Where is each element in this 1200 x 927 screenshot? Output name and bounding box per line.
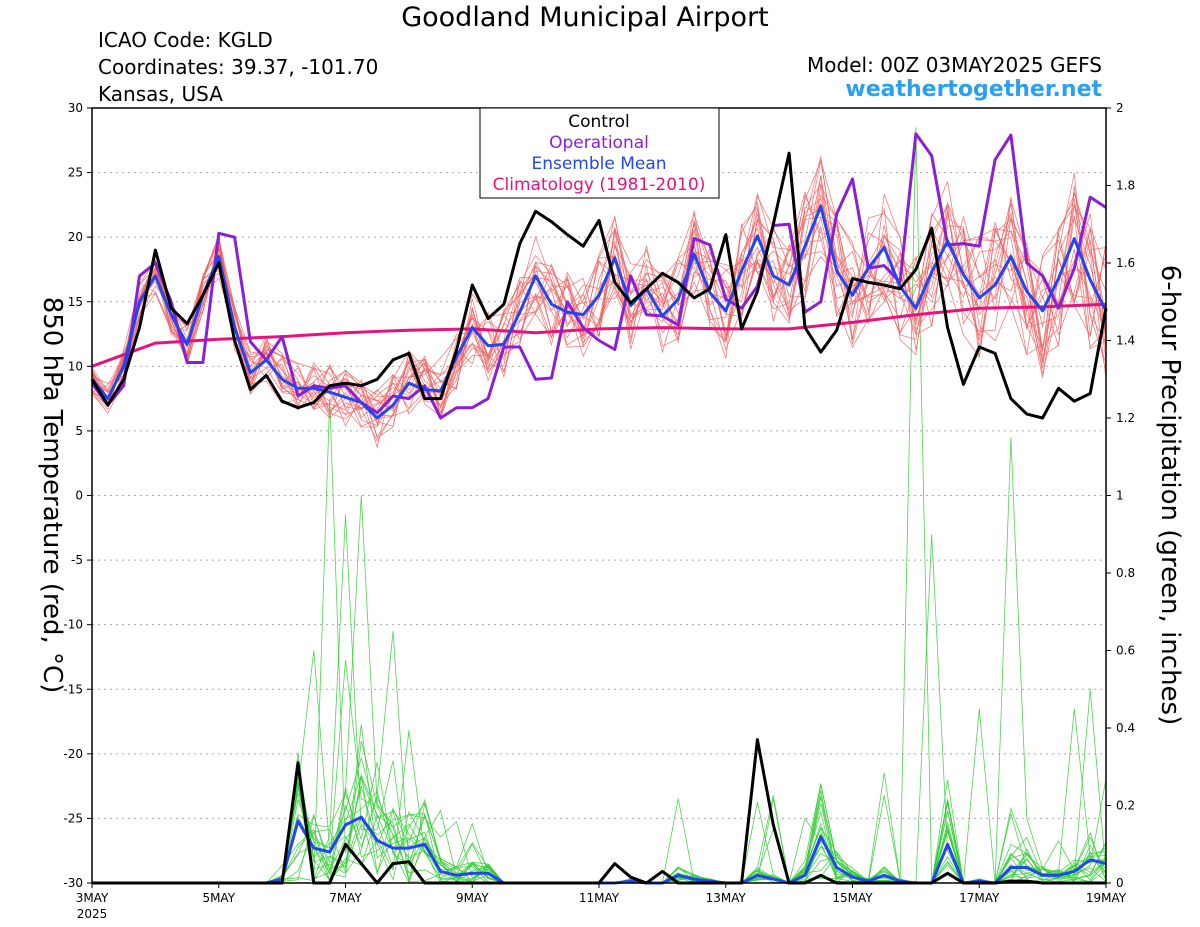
- model-run: Model: 00Z 03MAY2025 GEFS: [807, 53, 1102, 77]
- x-tick-label: 17MAY: [959, 891, 1000, 905]
- x-tick-label: 15MAY: [832, 891, 873, 905]
- y2-tick-label: 1.4: [1116, 334, 1135, 348]
- x-tick-label: 7MAY: [329, 891, 362, 905]
- y2-tick-label: 1.6: [1116, 256, 1135, 270]
- legend-control: Control: [568, 112, 629, 132]
- page-title: Goodland Municipal Airport: [401, 2, 769, 33]
- y2-tick-label: 0.4: [1116, 721, 1135, 735]
- legend-climatology: Climatology (1981-2010): [493, 175, 706, 195]
- x-year-label: 2025: [77, 907, 108, 921]
- x-axis-ticks: 3MAY 5MAY 7MAY 9MAY 11MAY 13MAY 15MAY 17MAY 19MA…: [76, 883, 1127, 905]
- icao-code: ICAO Code: KGLD: [98, 28, 273, 52]
- location: Kansas, USA: [98, 82, 223, 106]
- precip-member-line: [92, 689, 1107, 884]
- y2-tick-label: 1.8: [1116, 179, 1135, 193]
- x-tick-label: 11MAY: [579, 891, 620, 905]
- y-axis-title: 850 hPa Temperature (red, °C): [37, 297, 67, 694]
- legend-box: [479, 107, 720, 199]
- y2-axis-ticks: 0 0.2 0.4 0.6 0.8 1 1.2 1.4 1.6 1.8 2: [1106, 101, 1135, 890]
- y2-tick-label: 0.2: [1116, 799, 1135, 813]
- climatology-line: [91, 302, 1107, 368]
- coordinates: Coordinates: 39.37, -101.70: [98, 55, 379, 79]
- y2-tick-label: 1.2: [1116, 411, 1135, 425]
- legend-ensemble-mean: Ensemble Mean: [531, 154, 666, 174]
- y2-tick-label: 0: [1116, 876, 1124, 890]
- precip-member-line: [92, 514, 1107, 884]
- precip-member-line: [92, 127, 1107, 885]
- x-tick-label: 9MAY: [456, 891, 489, 905]
- y2-tick-label: 1: [1116, 489, 1124, 503]
- y2-tick-label: 0.6: [1116, 644, 1135, 658]
- x-tick-label: 3MAY: [76, 891, 109, 905]
- y-tick-label: -15: [63, 682, 83, 696]
- y-tick-label: -30: [63, 876, 83, 890]
- y-tick-label: 0: [75, 489, 83, 503]
- control-temperature-line: [90, 151, 1108, 420]
- y2-tick-label: 0.8: [1116, 566, 1135, 580]
- y-tick-label: -20: [63, 747, 83, 761]
- y-tick-label: 20: [68, 230, 83, 244]
- temperature-member-line: [91, 216, 1107, 410]
- y-tick-label: 25: [68, 166, 83, 180]
- ensemble-members: [91, 127, 1107, 885]
- y-tick-label: 5: [75, 424, 83, 438]
- legend: Control Operational Ensemble Mean Climat…: [479, 107, 720, 199]
- y-tick-label: -5: [71, 553, 83, 567]
- x-tick-label: 13MAY: [706, 891, 747, 905]
- x-tick-label: 5MAY: [202, 891, 235, 905]
- y-tick-label: 10: [68, 359, 83, 373]
- x-tick-label: 19MAY: [1086, 891, 1127, 905]
- precip-member-line: [92, 660, 1107, 884]
- precip-member-line: [92, 437, 1107, 884]
- precip-member-line: [92, 398, 1107, 884]
- site-link[interactable]: weathertogether.net: [845, 77, 1102, 102]
- series: [90, 132, 1108, 885]
- y-tick-label: 30: [68, 101, 83, 115]
- legend-operational: Operational: [549, 133, 649, 153]
- precip-member-line: [92, 495, 1107, 884]
- grid: [92, 172, 1106, 819]
- precip-member-line: [92, 631, 1107, 884]
- y-axis-ticks: -30 -25 -20 -15 -10 -5 0 5 10 15 20 25 30: [63, 101, 92, 890]
- operational-temperature-line: [90, 132, 1107, 420]
- y2-axis-title: 6-hour Precipitation (green, inches): [1155, 265, 1185, 725]
- y-tick-label: -10: [63, 618, 83, 632]
- y-tick-label: 15: [68, 295, 83, 309]
- y2-tick-label: 2: [1116, 101, 1124, 115]
- temperature-member-line: [91, 199, 1107, 438]
- y-tick-label: -25: [63, 811, 83, 825]
